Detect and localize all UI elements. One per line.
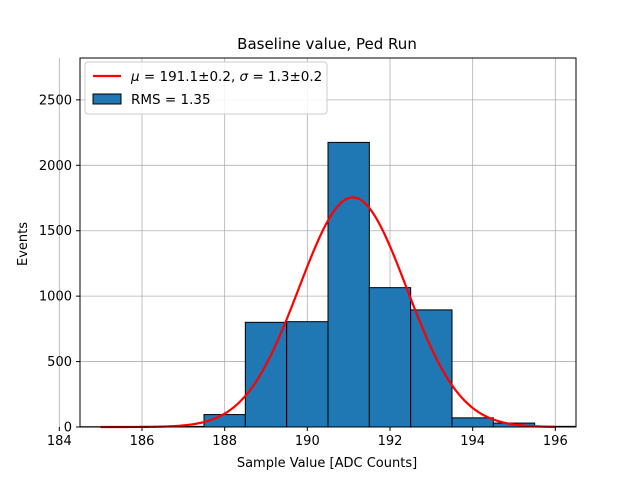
histogram-bar: [368, 287, 412, 428]
legend-histogram-swatch: [92, 93, 122, 105]
x-tick-label: 194: [460, 434, 485, 449]
y-axis-ticks: 0 500 1000 1500 2000 2500: [39, 93, 80, 436]
y-tick-label: 1000: [39, 290, 72, 305]
x-tick-label: 190: [295, 434, 320, 449]
histogram-bar: [286, 321, 329, 428]
y-tick-label: 0: [64, 421, 72, 436]
y-tick-label: 2000: [39, 159, 72, 174]
legend-separator: ,: [231, 69, 240, 85]
histogram-bar: [327, 141, 370, 428]
x-tick-label: 192: [378, 434, 403, 449]
x-tick-label: 184: [47, 434, 72, 449]
x-tick-label: 186: [130, 434, 155, 449]
y-tick-label: 2500: [39, 93, 72, 108]
y-tick-label: 500: [47, 355, 72, 370]
legend-sigma-symbol: σ: [240, 69, 249, 85]
legend: μ = 191.1±0.2, σ = 1.3±0.2 RMS = 1.35: [84, 61, 328, 115]
x-tick-label: 196: [543, 434, 568, 449]
x-axis-label: Sample Value [ADC Counts]: [237, 456, 417, 471]
legend-fit-label: μ = 191.1±0.2, σ = 1.3±0.2: [130, 69, 322, 85]
chart-title: Baseline value, Ped Run: [237, 35, 417, 53]
legend-mu-symbol: μ: [130, 69, 140, 85]
legend-histogram-label: RMS = 1.35: [131, 92, 211, 108]
legend-sigma-value: 1.3±0.2: [268, 69, 322, 85]
y-tick-label: 1500: [39, 224, 72, 239]
histogram-bar: [451, 417, 494, 428]
legend-sigma-equals: =: [248, 69, 268, 85]
legend-mu-equals: =: [140, 69, 160, 85]
x-tick-label: 188: [212, 434, 237, 449]
gaussian-fit-curve: [100, 196, 556, 429]
histogram-bar: [244, 321, 288, 428]
plot-area-frame: [79, 57, 577, 428]
legend-box: [84, 61, 328, 115]
histogram-bar: [410, 309, 453, 428]
x-axis-ticks: 184 186 188 190 192 194 196: [47, 427, 568, 449]
y-axis-label: Events: [16, 222, 31, 266]
histogram-bars: [79, 141, 577, 428]
legend-mu-value: 191.1±0.2: [160, 69, 231, 85]
